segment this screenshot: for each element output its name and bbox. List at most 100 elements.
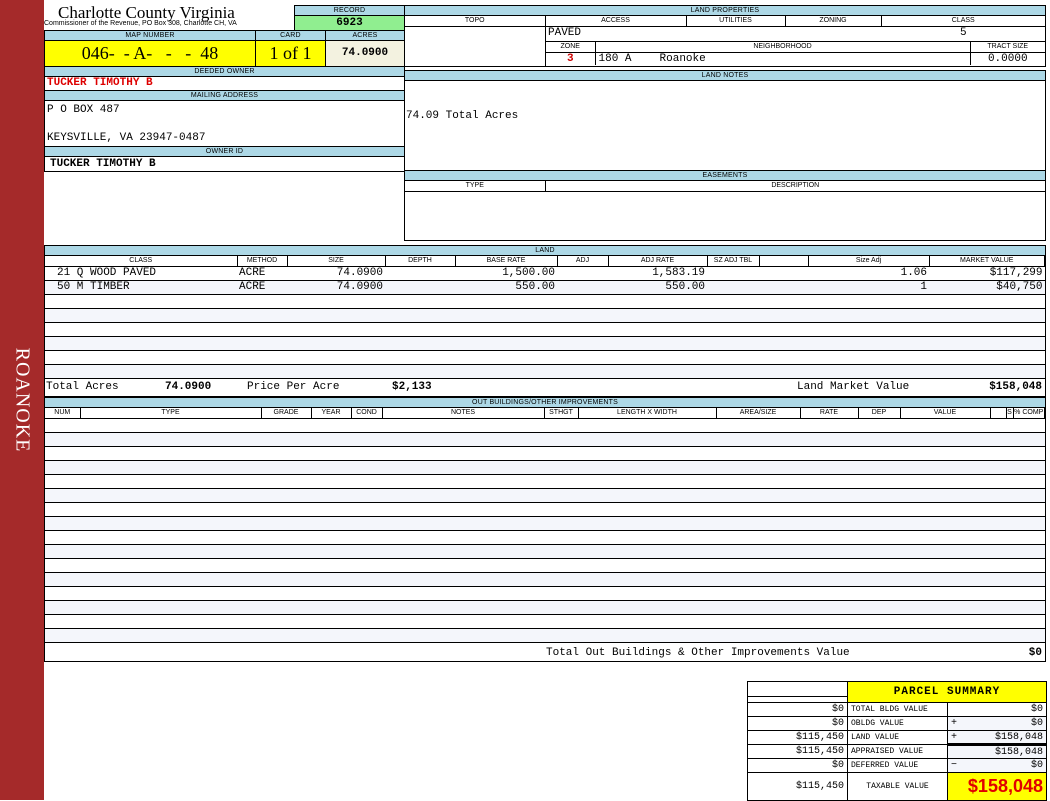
outbuilding-cell [578,488,716,503]
outbuilding-row [45,614,1045,629]
outbuilding-cell [261,530,311,545]
outbuilding-cell [351,488,382,503]
tract-size: 0.0000 [987,52,1028,65]
outbuilding-cell [1013,488,1045,503]
outbuilding-cell [858,628,900,643]
outbuilding-cell [858,600,900,615]
outbuilding-cell [800,502,858,517]
record-label: RECORD [295,6,404,16]
outbuilding-cell [578,614,716,629]
outbuilding-cell [382,614,544,629]
outbuilding-cell [544,530,578,545]
outbuilding-col-header: % COMP [1013,408,1045,419]
outbuilding-cell [261,502,311,517]
land-cell [557,336,608,351]
outbuilding-cell [544,614,578,629]
outbuilding-col-header: GRADE [261,408,312,419]
land-cell [385,322,455,337]
outbuilding-cell [578,572,716,587]
outbuilding-cell [311,558,351,573]
outbuilding-col-header: NUM [45,408,81,419]
outbuilding-row [45,558,1045,573]
land-row [45,322,1045,337]
acres-label: ACRES [326,31,404,41]
taxable-prev: $115,450 [747,772,848,801]
outbuilding-cell [80,530,261,545]
outbuilding-cell [1013,474,1045,489]
outbuilding-cell [800,586,858,601]
outbuilding-cell [544,488,578,503]
outbuilding-cell [544,502,578,517]
summary-row: $115,450 LAND VALUE + $158,048 [747,730,1047,745]
land-cell [237,308,287,323]
summary-prev: $115,450 [747,730,848,745]
outbuilding-row [45,516,1045,531]
outbuilding-cell [1006,614,1013,629]
outbuilding-cell [990,572,1006,587]
outbuilding-row [45,586,1045,601]
outbuilding-row [45,460,1045,475]
land-cell [45,350,237,365]
outbuilding-cell [311,446,351,461]
col-topo: TOPO [405,16,546,27]
outbuilding-cell [990,488,1006,503]
outbuilding-cell [382,586,544,601]
outbuilding-cell [45,558,80,573]
sidebar-label: ROANOKE [11,347,34,453]
land-cell [808,322,929,337]
mailing-line1: P O BOX 487 [47,104,120,116]
record-box: RECORD 6923 [294,5,405,31]
outbuilding-row [45,600,1045,615]
outbuilding-cell [80,432,261,447]
outbuilding-cell [1006,558,1013,573]
outbuilding-cell [900,614,990,629]
outbuilding-cell [261,572,311,587]
outbuilding-cell [800,614,858,629]
land-cell: 1,500.00 [455,266,557,281]
outbuildings-total-label: Total Out Buildings & Other Improvements… [546,647,850,659]
access-value: PAVED [548,27,582,39]
land-cell [929,294,1045,309]
land-cell [929,308,1045,323]
outbuilding-cell [1013,432,1045,447]
outbuilding-cell [45,600,80,615]
outbuilding-cell [351,586,382,601]
land-cell [707,364,759,379]
card-value: 1 of 1 [256,41,326,66]
land-notes: LAND NOTES 74.09 Total Acres [404,70,1046,171]
owner-panel: MAP NUMBER CARD ACRES 046- - A- - - 48 1… [44,30,405,172]
outbuilding-cell [578,558,716,573]
outbuilding-cell [261,432,311,447]
outbuilding-cell [990,628,1006,643]
outbuilding-cell [382,488,544,503]
outbuilding-cell [800,544,858,559]
outbuilding-cell [858,572,900,587]
summary-row: $0 OBLDG VALUE + $0 [747,716,1047,731]
outbuilding-cell [716,474,800,489]
land-cell [759,280,808,295]
outbuilding-cell [858,614,900,629]
land-cell [707,266,759,281]
outbuilding-cell [382,628,544,643]
outbuilding-row [45,628,1045,643]
outbuilding-cell [1006,586,1013,601]
summary-operator: + [951,731,958,743]
land-cell [287,336,385,351]
outbuilding-cell [1006,600,1013,615]
land-cell [929,322,1045,337]
outbuilding-cell [351,446,382,461]
outbuilding-cell [261,614,311,629]
outbuilding-cell [45,586,80,601]
price-per-acre-label: Price Per Acre [247,381,340,393]
land-col-header: ADJ [557,256,609,267]
outbuilding-cell [311,544,351,559]
outbuilding-cell [990,558,1006,573]
land-cell: 1.06 [808,266,929,281]
land-col-header [759,256,809,267]
summary-value: $0 [1030,718,1043,729]
outbuilding-cell [578,474,716,489]
mailing-label: MAILING ADDRESS [45,91,404,101]
outbuilding-cell [716,544,800,559]
land-cell [287,308,385,323]
outbuilding-cell [1006,502,1013,517]
